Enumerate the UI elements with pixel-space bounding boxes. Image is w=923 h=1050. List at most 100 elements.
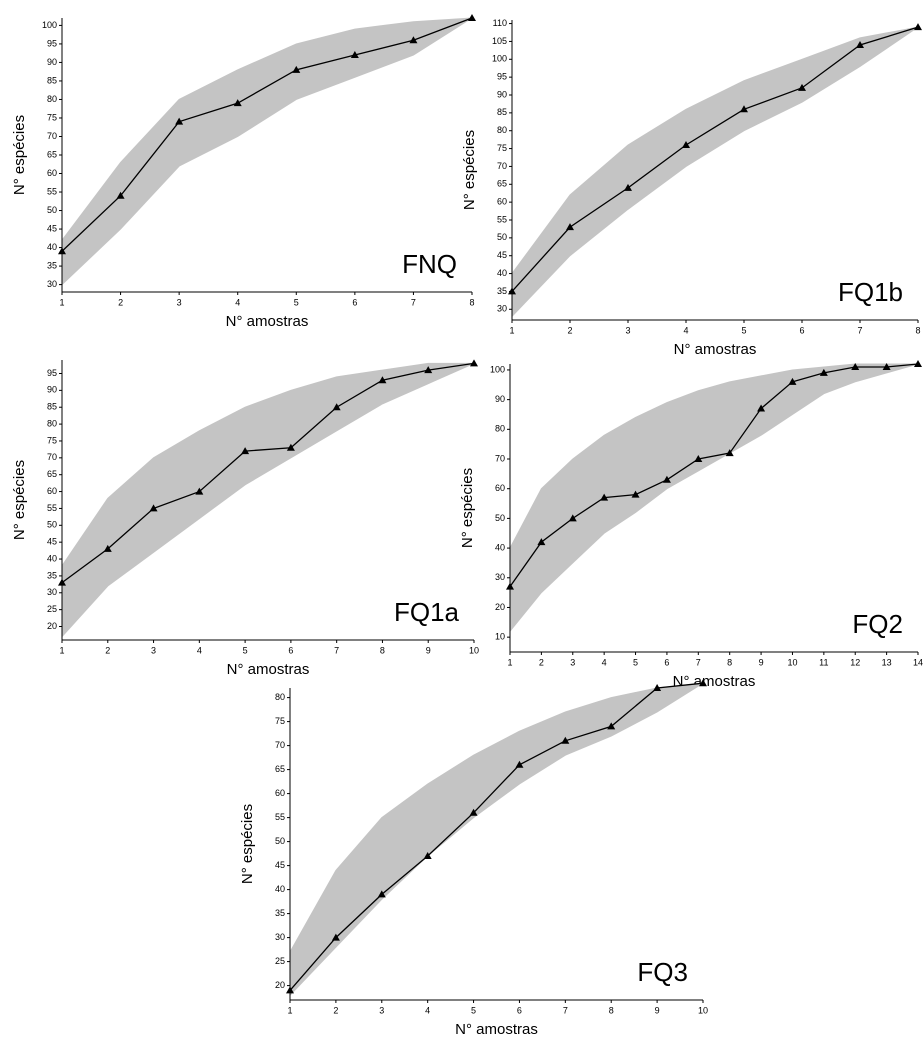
random-curve-band xyxy=(61,17,473,286)
y-tick-label: 50 xyxy=(47,520,57,530)
y-tick-label: 90 xyxy=(47,385,57,395)
x-tick-label: 5 xyxy=(243,645,248,655)
triangle-marker xyxy=(378,376,387,384)
y-tick-label: 90 xyxy=(495,394,505,404)
observed-curve xyxy=(61,362,475,584)
y-tick-label: 80 xyxy=(497,125,507,135)
x-tick-label: 8 xyxy=(609,1005,614,1015)
triangle-marker xyxy=(725,449,734,457)
triangle-marker xyxy=(506,582,514,590)
observed-curve xyxy=(509,363,919,588)
y-tick-label: 30 xyxy=(47,279,57,289)
triangle-marker xyxy=(694,455,703,463)
y-tick-label: 40 xyxy=(495,542,505,552)
x-tick-label: 7 xyxy=(563,1005,568,1015)
panel-label: FQ3 xyxy=(637,957,688,987)
x-tick-label: 3 xyxy=(151,645,156,655)
triangle-marker xyxy=(568,514,577,522)
y-tick-label: 50 xyxy=(275,836,285,846)
y-tick-label: 35 xyxy=(497,286,507,296)
triangle-marker xyxy=(424,366,433,374)
x-tick-label: 7 xyxy=(411,297,416,307)
x-tick-label: 8 xyxy=(380,645,385,655)
x-tick-label: 8 xyxy=(469,297,474,307)
triangle-marker xyxy=(331,933,340,941)
triangle-marker xyxy=(58,247,66,255)
y-tick-label: 45 xyxy=(47,223,57,233)
x-tick-label: 2 xyxy=(105,645,110,655)
triangle-marker xyxy=(566,223,574,231)
y-tick-label: 20 xyxy=(495,602,505,612)
y-tick-label: 60 xyxy=(47,168,57,178)
triangle-marker xyxy=(653,684,662,691)
y-tick-label: 95 xyxy=(47,368,57,378)
x-tick-label: 5 xyxy=(294,297,299,307)
y-tick-label: 65 xyxy=(47,149,57,159)
y-tick-label: 95 xyxy=(47,38,57,48)
x-tick-label: 3 xyxy=(177,297,182,307)
y-tick-label: 70 xyxy=(495,453,505,463)
random-curve-band xyxy=(511,26,919,318)
x-tick-label: 9 xyxy=(759,657,764,667)
y-tick-label: 60 xyxy=(47,486,57,496)
y-tick-label: 85 xyxy=(47,402,57,412)
y-tick-label: 60 xyxy=(495,483,505,493)
y-tick-label: 25 xyxy=(275,956,285,966)
x-tick-label: 13 xyxy=(882,657,892,667)
y-axis-title: N° espécies xyxy=(459,468,476,548)
x-tick-label: 3 xyxy=(625,325,630,335)
triangle-marker xyxy=(798,83,806,91)
panel-label: FQ1b xyxy=(838,277,903,307)
x-tick-label: 5 xyxy=(633,657,638,667)
y-axis-title: N° espécies xyxy=(239,804,256,884)
triangle-marker xyxy=(682,141,690,148)
triangle-marker xyxy=(699,679,707,687)
triangle-marker xyxy=(631,490,640,498)
triangle-marker xyxy=(624,183,632,191)
x-axis-title: N° amostras xyxy=(455,1021,538,1038)
x-tick-label: 6 xyxy=(664,657,669,667)
x-tick-label: 9 xyxy=(655,1005,660,1015)
y-tick-label: 85 xyxy=(47,75,57,85)
triangle-marker xyxy=(914,360,922,367)
x-tick-label: 4 xyxy=(683,325,688,335)
x-tick-label: 5 xyxy=(741,325,746,335)
y-tick-label: 80 xyxy=(47,418,57,428)
x-tick-label: 7 xyxy=(696,657,701,667)
x-tick-label: 1 xyxy=(509,325,514,335)
y-axis-title: N° espécies xyxy=(11,460,28,540)
triangle-marker xyxy=(149,504,158,512)
panel-label: FQ2 xyxy=(852,609,903,639)
y-tick-label: 20 xyxy=(275,980,285,990)
y-tick-label: 75 xyxy=(497,143,507,153)
x-tick-label: 10 xyxy=(787,657,797,667)
triangle-marker xyxy=(662,475,671,483)
panel-label: FNQ xyxy=(402,249,457,279)
y-tick-label: 60 xyxy=(275,788,285,798)
panel-label: FQ1a xyxy=(394,597,460,627)
x-tick-label: 8 xyxy=(915,325,920,335)
triangle-marker xyxy=(286,443,295,451)
triangle-marker xyxy=(286,986,294,994)
y-tick-label: 100 xyxy=(490,364,505,374)
triangle-marker xyxy=(600,493,609,501)
triangle-marker xyxy=(851,362,860,370)
triangle-marker xyxy=(195,487,204,495)
x-tick-label: 5 xyxy=(471,1005,476,1015)
y-tick-label: 35 xyxy=(275,908,285,918)
y-tick-label: 105 xyxy=(492,36,507,46)
x-tick-label: 4 xyxy=(197,645,202,655)
triangle-marker xyxy=(537,538,546,546)
x-tick-label: 2 xyxy=(567,325,572,335)
x-tick-label: 6 xyxy=(799,325,804,335)
triangle-marker xyxy=(116,191,125,199)
triangle-marker xyxy=(350,51,359,59)
x-tick-label: 4 xyxy=(425,1005,430,1015)
y-tick-label: 10 xyxy=(495,632,505,642)
y-tick-label: 45 xyxy=(275,860,285,870)
x-tick-label: 6 xyxy=(352,297,357,307)
y-tick-label: 90 xyxy=(47,57,57,67)
y-tick-label: 20 xyxy=(47,621,57,631)
x-tick-label: 12 xyxy=(850,657,860,667)
